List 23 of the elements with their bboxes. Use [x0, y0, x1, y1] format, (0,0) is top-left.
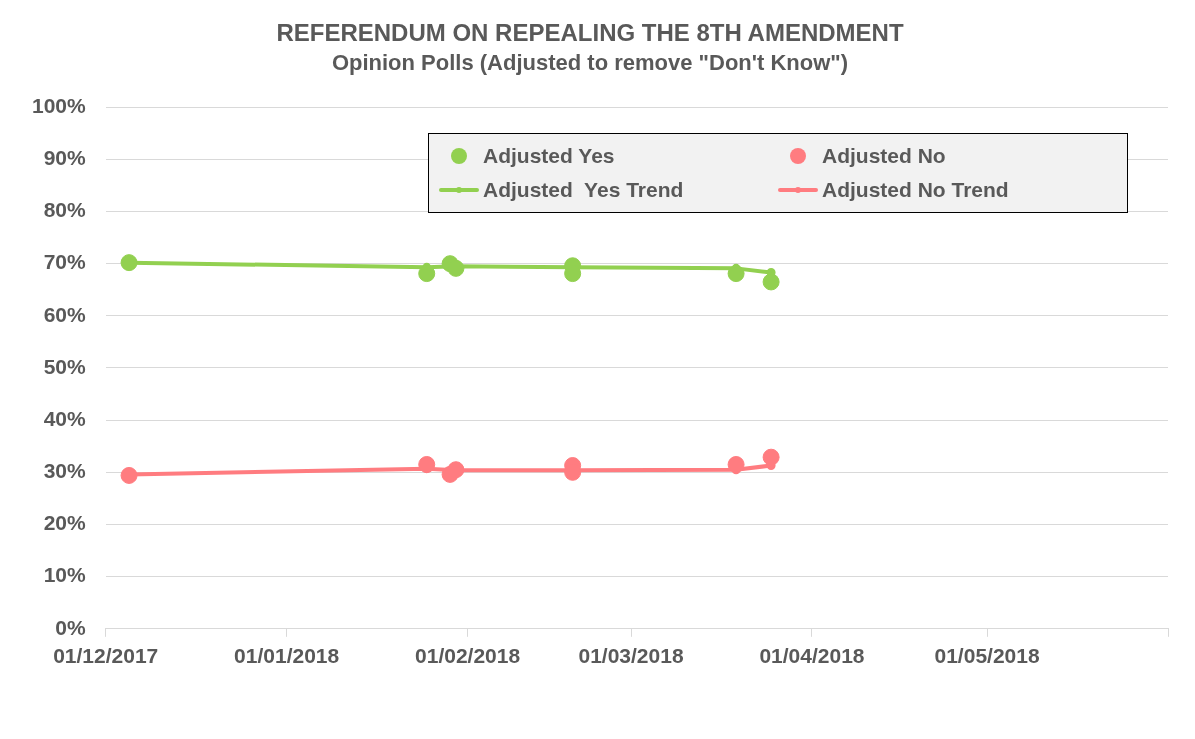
- x-tick-label: 01/02/2018: [415, 644, 521, 668]
- x-tick-label: 01/05/2018: [934, 644, 1040, 668]
- y-tick-label: 100%: [31, 94, 87, 117]
- legend-label: Adjusted Yes: [483, 144, 615, 168]
- y-tick-label: 80%: [43, 198, 87, 222]
- x-tick-label: 01/12/2017: [53, 644, 159, 668]
- y-tick-label: 10%: [43, 563, 87, 587]
- legend-label: Adjusted No Trend: [822, 178, 1009, 202]
- x-tick-label: 01/01/2018: [234, 644, 340, 668]
- chart-subtitle: Opinion Polls (Adjusted to remove "Don't Know"): [331, 50, 849, 76]
- x-tick-label: 01/03/2018: [578, 644, 684, 668]
- y-tick-label: 30%: [43, 459, 87, 483]
- chart-title: REFERENDUM ON REPEALING THE 8TH AMENDMENT: [276, 19, 904, 47]
- y-tick-label: 50%: [43, 354, 87, 378]
- y-tick-label: 20%: [43, 511, 87, 535]
- y-tick-label: 0%: [55, 615, 87, 639]
- x-tick-label: 01/04/2018: [759, 644, 865, 668]
- y-tick-label: 60%: [43, 302, 87, 326]
- y-tick-label: 40%: [43, 406, 87, 430]
- legend-label: Adjusted No: [822, 144, 946, 168]
- legend-label: Adjusted Yes Trend: [483, 178, 684, 202]
- y-tick-label: 90%: [43, 146, 87, 170]
- y-tick-label: 70%: [43, 250, 87, 274]
